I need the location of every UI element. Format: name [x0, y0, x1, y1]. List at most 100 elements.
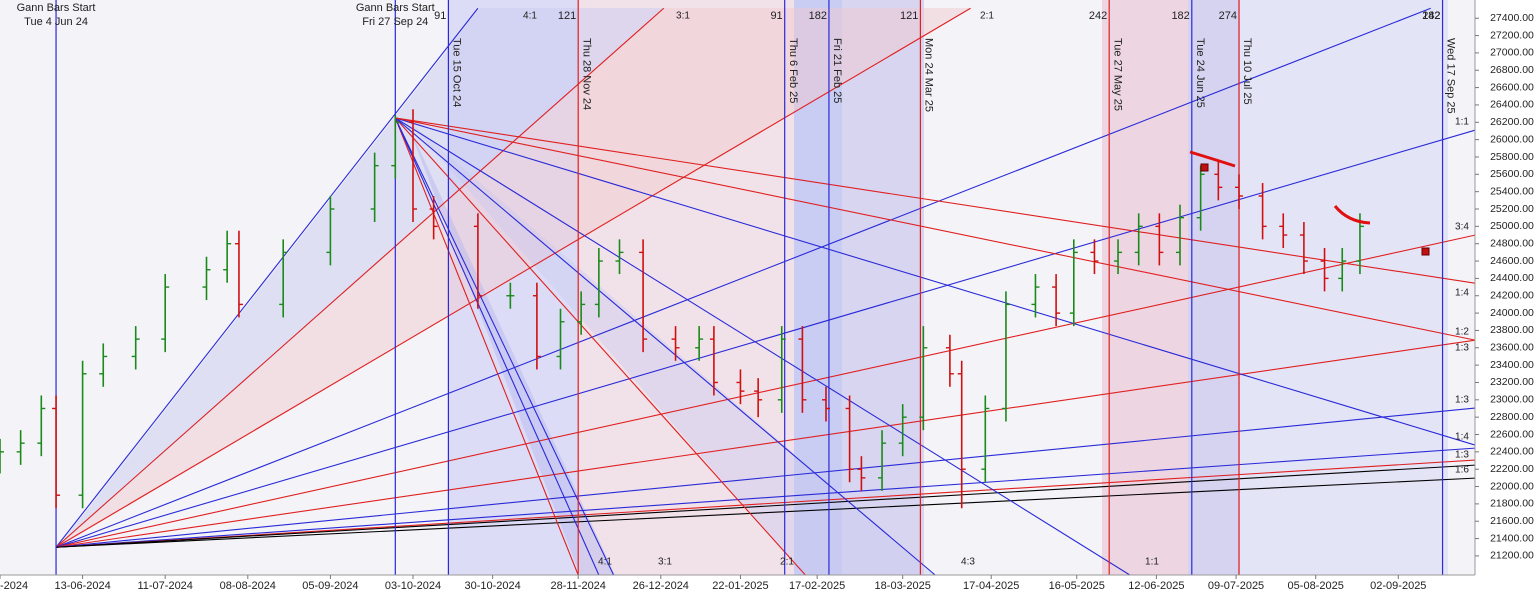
marker-square: [1200, 163, 1209, 172]
y-tick-label: 21600.00: [1490, 515, 1534, 527]
ratio-label: 4:1: [523, 11, 537, 22]
ratio-label: 1:4: [1455, 288, 1469, 299]
x-tick-label: 30-10-2024: [465, 580, 521, 592]
fan-line: [55, 7, 1431, 548]
marker-count: 91: [770, 10, 782, 22]
x-tick-label: 28-11-2024: [550, 580, 605, 592]
ratio-label: 1:6: [1455, 465, 1469, 476]
marker-label: Tue 15 Oct 24: [450, 38, 462, 107]
y-tick-label: 22600.00: [1490, 428, 1534, 440]
marker-label: Mon 24 Mar 25: [922, 38, 934, 112]
x-tick-label: 17-02-2025: [789, 580, 845, 592]
fan-line: [394, 117, 579, 576]
fan-shade: [57, 8, 665, 548]
plot: [0, 0, 1476, 576]
x-tick-label: 26-12-2024: [633, 580, 689, 592]
marker-label: Thu 10 Jul 25: [1241, 38, 1253, 105]
y-tick-label: 22400.00: [1490, 446, 1534, 458]
fan-line: [55, 7, 971, 548]
y-tick-label: 26200.00: [1490, 116, 1534, 128]
shade: [1102, 0, 1188, 575]
y-axis-area: [1475, 0, 1536, 596]
y-tick-label: 25000.00: [1490, 220, 1534, 232]
ratio-label: 2:1: [780, 557, 794, 568]
fan-line: [395, 117, 1476, 446]
y-tick-label: 22200.00: [1490, 463, 1534, 475]
y-tick-label: 26400.00: [1490, 99, 1534, 111]
marker-square: [1421, 247, 1430, 256]
y-tick-label: 21200.00: [1490, 550, 1534, 562]
fan-line: [395, 117, 1476, 341]
fan-line: [55, 7, 665, 548]
marker-label: Fri 21 Feb 25: [831, 38, 843, 103]
marker-count: 242: [1089, 10, 1107, 22]
marker-count: 91: [434, 10, 446, 22]
y-tick-label: 21800.00: [1490, 498, 1534, 510]
marker-count: 182: [809, 10, 827, 22]
shade: [578, 0, 794, 575]
y-tick-label: 23600.00: [1490, 342, 1534, 354]
y-tick-label: 25800.00: [1490, 151, 1534, 163]
x-tick-label: 16-05-2025: [1049, 580, 1105, 592]
fan-line: [395, 117, 1131, 576]
fan-shade: [405, 118, 615, 575]
ratio-label: 1:3: [1455, 395, 1469, 406]
y-tick-label: 27000.00: [1490, 47, 1534, 59]
x-tick-label: 11-07-2024: [137, 580, 192, 592]
x-axis-area: [0, 575, 1536, 596]
marker-label: Tue 24 Jun 25: [1194, 38, 1206, 108]
x-tick-label: 02-09-2025: [1370, 580, 1426, 592]
ratio-label: 1:3: [1455, 343, 1469, 354]
y-tick-label: 23200.00: [1490, 376, 1534, 388]
x-tick-label: 22-01-2025: [712, 580, 768, 592]
y-tick-label: 25200.00: [1490, 203, 1534, 215]
fan-line: [395, 117, 1476, 284]
y-tick-label: 24600.00: [1490, 255, 1534, 267]
ratio-label: 1:2: [1455, 327, 1469, 338]
y-tick-label: 26800.00: [1490, 64, 1534, 76]
y-tick-label: 26600.00: [1490, 81, 1534, 93]
marker-title: Gann Bars Start: [356, 2, 435, 14]
fan-line: [394, 117, 615, 576]
y-tick-label: 23800.00: [1490, 324, 1534, 336]
shade: [1240, 0, 1448, 575]
marker-count: 182: [1422, 10, 1440, 22]
marker-label: Wed 17 Sep 25: [1445, 38, 1457, 114]
marker-label: Tue 4 Jun 24: [24, 16, 88, 28]
y-tick-label: 23400.00: [1490, 359, 1534, 371]
annotation-stroke: [1189, 150, 1236, 168]
marker-count: 121: [900, 10, 918, 22]
marker-count: 242: [1422, 10, 1440, 22]
x-tick-label: 05-08-2025: [1288, 580, 1344, 592]
y-tick-label: 24200.00: [1490, 290, 1534, 302]
x-tick-label: 18-03-2025: [875, 580, 931, 592]
ratio-label: 1:1: [1455, 117, 1469, 128]
x-tick-label: 03-10-2024: [385, 580, 441, 592]
y-tick-label: 26000.00: [1490, 133, 1534, 145]
ratio-label: 2:1: [980, 11, 994, 22]
x-tick-label: 12-06-2025: [1128, 580, 1184, 592]
ratio-label: 1:3: [1455, 450, 1469, 461]
y-tick-label: 24400.00: [1490, 272, 1534, 284]
x-tick-label: 09-07-2025: [1208, 580, 1264, 592]
y-tick-label: 27400.00: [1490, 12, 1534, 24]
marker-label: Thu 6 Feb 25: [787, 38, 799, 103]
y-tick-label: 21400.00: [1490, 532, 1534, 544]
marker-label: Fri 27 Sep 24: [362, 16, 428, 28]
ratio-label: 3:1: [676, 11, 690, 22]
ratio-label: 3:4: [1455, 222, 1469, 233]
y-tick-label: 22800.00: [1490, 411, 1534, 423]
fan-line: [394, 117, 806, 576]
y-tick-label: 22000.00: [1490, 480, 1534, 492]
ratio-label: 3:1: [658, 557, 672, 568]
y-tick-label: 24800.00: [1490, 237, 1534, 249]
marker-label: Thu 28 Nov 24: [580, 38, 592, 110]
fan-line: [55, 7, 479, 548]
fan-line: [394, 117, 600, 576]
x-tick-label: 08-08-2024: [220, 580, 276, 592]
marker-title: Gann Bars Start: [17, 2, 96, 14]
x-tick-label: 13-06-2024: [54, 580, 110, 592]
